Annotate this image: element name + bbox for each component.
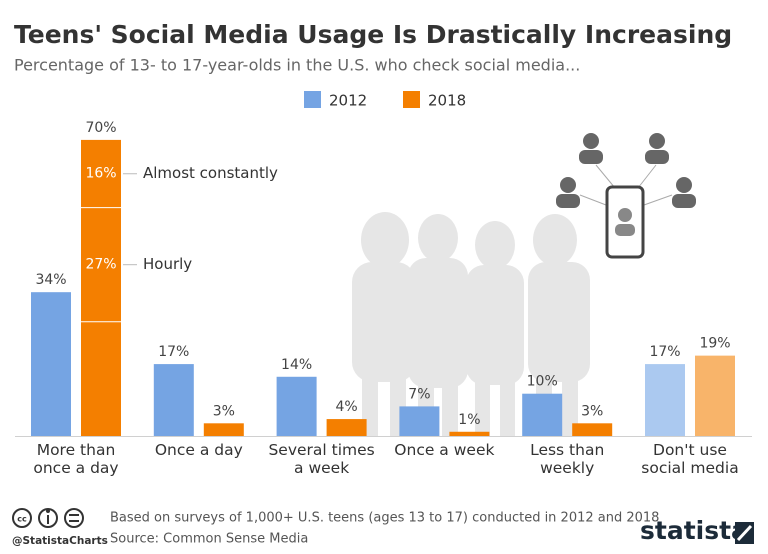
bar [81, 139, 121, 436]
x-tick-label: Once a week [394, 441, 495, 459]
value-label: 3% [581, 403, 603, 419]
value-label: 4% [335, 399, 357, 415]
bar [276, 376, 317, 436]
value-label: 34% [35, 272, 66, 288]
chart-title: Teens' Social Media Usage Is Drastically… [14, 20, 732, 49]
legend-swatch [304, 91, 321, 108]
bar [522, 393, 563, 436]
x-tick-label: More than once a day [33, 441, 119, 477]
bar [645, 364, 685, 436]
segment-value-label: 16% [85, 166, 116, 182]
x-tick-label: Once a day [154, 441, 243, 459]
chart-subtitle: Percentage of 13- to 17-year-olds in the… [14, 56, 580, 75]
value-label: 3% [213, 403, 235, 419]
value-label: 10% [527, 374, 558, 390]
bar [399, 406, 440, 436]
value-label: 19% [699, 336, 730, 352]
cc-icon: cc [17, 515, 27, 524]
bar [153, 364, 194, 436]
footnote: Based on surveys of 1,000+ U.S. teens (a… [110, 511, 659, 526]
bar [449, 431, 490, 436]
x-tick-label: Don't use social media [641, 441, 739, 477]
license-icons [12, 508, 84, 528]
bar [326, 419, 367, 436]
value-label: 17% [158, 344, 189, 360]
value-label: 17% [649, 344, 680, 360]
annotation: Almost constantly [143, 164, 278, 182]
network-icon [556, 133, 696, 259]
credit: @StatistaCharts [12, 535, 108, 547]
bar [695, 355, 735, 436]
legend-label: 2018 [428, 92, 466, 110]
x-tick-label: Several times a week [268, 441, 375, 477]
legend-label: 2012 [329, 92, 367, 110]
value-label: 70% [85, 120, 116, 136]
value-label: 14% [281, 357, 312, 373]
annotation: Hourly [143, 255, 192, 273]
source: Source: Common Sense Media [110, 532, 308, 547]
legend-swatch [403, 91, 420, 108]
value-label: 7% [408, 386, 430, 402]
value-label: 1% [458, 412, 480, 428]
bar [31, 292, 71, 436]
bar [203, 423, 244, 436]
x-tick-label: Less than weekly [530, 441, 605, 477]
brand-logo-mark [736, 524, 753, 542]
brand: statista [640, 516, 748, 545]
bar [572, 423, 613, 436]
segment-value-label: 27% [85, 257, 116, 273]
